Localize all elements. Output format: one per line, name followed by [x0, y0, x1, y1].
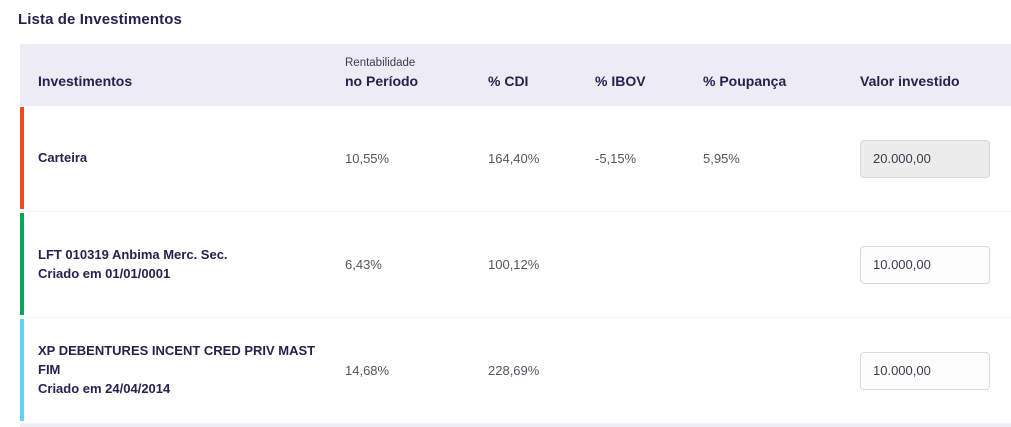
table-row-xp-debentures: XP DEBENTURES INCENT CRED PRIV MAST FIM … [20, 318, 1011, 424]
cdi-value: 100,12% [488, 257, 540, 272]
column-header-rentability-bottom: no Período [345, 72, 419, 89]
table-row-carteira: Carteira 10,55% 164,40% -5,15% 5,95% [20, 106, 1011, 212]
cdi-value: 164,40% [488, 151, 540, 166]
investment-name: Carteira [38, 150, 88, 166]
column-header-cdi: % CDI [488, 72, 529, 89]
column-header-rentability: Rentabilidade no Período [345, 57, 488, 89]
page-title: Lista de Investimentos [18, 11, 182, 28]
rentability-value: 14,68% [345, 363, 390, 378]
investment-name-cell: XP DEBENTURES INCENT CRED PRIV MAST FIM … [20, 342, 345, 399]
investment-created-date: Criado em 01/01/0001 [38, 265, 171, 281]
valor-investido-cell [860, 139, 1011, 178]
rentability-value: 10,55% [345, 151, 390, 166]
valor-investido-input[interactable] [860, 351, 990, 390]
investment-name: LFT 010319 Anbima Merc. Sec. [38, 246, 228, 262]
poupanca-value: 5,95% [703, 151, 740, 166]
investment-name: XP DEBENTURES INCENT CRED PRIV MAST FIM [38, 343, 316, 378]
ibov-value: -5,15% [595, 151, 637, 166]
next-section-header-edge [20, 424, 1011, 427]
table-row-lft: LFT 010319 Anbima Merc. Sec. Criado em 0… [20, 212, 1011, 318]
valor-investido-input[interactable] [860, 245, 990, 284]
valor-investido-input[interactable] [860, 139, 990, 178]
investment-name-cell: Carteira [20, 149, 345, 168]
investments-table: Investimentos Rentabilidade no Período %… [20, 44, 1011, 424]
column-header-rentability-top: Rentabilidade [345, 56, 416, 69]
valor-investido-cell [860, 351, 1011, 390]
rentability-value: 6,43% [345, 257, 382, 272]
column-header-investments: Investimentos [38, 72, 133, 89]
investment-name-cell: LFT 010319 Anbima Merc. Sec. Criado em 0… [20, 246, 345, 284]
investment-created-date: Criado em 24/04/2014 [38, 380, 171, 396]
valor-investido-cell [860, 245, 1011, 284]
cdi-value: 228,69% [488, 363, 540, 378]
table-header-row: Investimentos Rentabilidade no Período %… [20, 44, 1011, 106]
column-header-poupanca: % Poupança [703, 72, 787, 89]
column-header-valor-investido: Valor investido [860, 72, 960, 89]
column-header-ibov: % IBOV [595, 72, 646, 89]
